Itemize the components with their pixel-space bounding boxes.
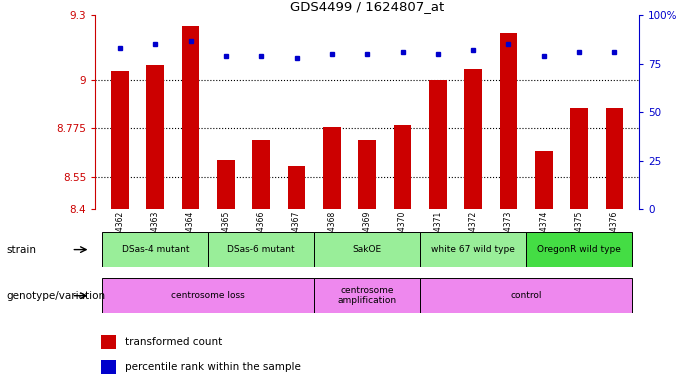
Bar <box>323 127 341 209</box>
Bar <box>606 108 624 209</box>
Bar <box>500 33 517 209</box>
Text: genotype/variation: genotype/variation <box>7 291 106 301</box>
Text: transformed count: transformed count <box>125 337 222 347</box>
Bar <box>571 108 588 209</box>
Bar <box>182 26 199 209</box>
Bar <box>102 232 208 267</box>
Text: DSas-4 mutant: DSas-4 mutant <box>122 245 189 254</box>
Bar <box>464 69 482 209</box>
Bar <box>358 140 376 209</box>
Bar <box>101 335 116 349</box>
Bar <box>535 151 553 209</box>
Bar <box>252 140 270 209</box>
Text: white 67 wild type: white 67 wild type <box>431 245 515 254</box>
Title: GDS4499 / 1624807_at: GDS4499 / 1624807_at <box>290 0 444 13</box>
Text: control: control <box>511 291 542 300</box>
Bar <box>420 278 632 313</box>
Bar <box>288 166 305 209</box>
Bar <box>526 232 632 267</box>
Bar <box>102 278 314 313</box>
Bar <box>420 232 526 267</box>
Bar <box>394 125 411 209</box>
Bar <box>314 278 420 313</box>
Bar <box>314 232 420 267</box>
Bar <box>101 360 116 374</box>
Text: percentile rank within the sample: percentile rank within the sample <box>125 362 301 372</box>
Bar <box>217 160 235 209</box>
Bar <box>208 232 314 267</box>
Text: strain: strain <box>7 245 37 255</box>
Bar <box>146 65 164 209</box>
Text: DSas-6 mutant: DSas-6 mutant <box>227 245 295 254</box>
Text: SakOE: SakOE <box>353 245 381 254</box>
Text: centrosome loss: centrosome loss <box>171 291 245 300</box>
Bar <box>429 80 447 209</box>
Text: centrosome
amplification: centrosome amplification <box>338 286 396 305</box>
Bar <box>111 71 129 209</box>
Text: OregonR wild type: OregonR wild type <box>537 245 621 254</box>
